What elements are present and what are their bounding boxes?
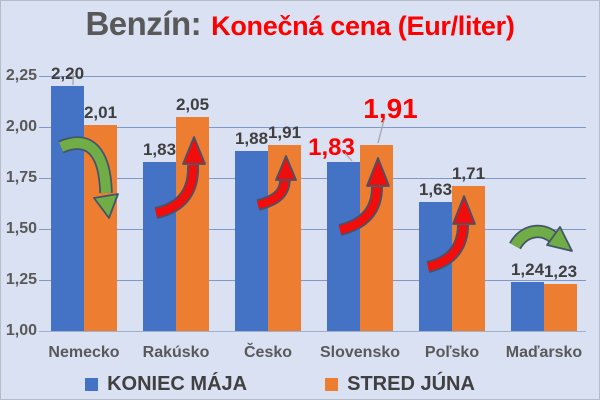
value-label-stred-juna-3: 1,91 — [363, 93, 418, 125]
title-prefix: Benzín: — [85, 5, 202, 42]
legend-item-koniec-maja: KONIEC MÁJA — [85, 373, 247, 396]
gridline — [39, 178, 586, 179]
bar-koniec-maja-4 — [419, 202, 452, 331]
y-tick-label: 2,25 — [5, 67, 37, 84]
bar-stred-juna-3 — [360, 145, 393, 331]
y-tick-label: 1,00 — [5, 322, 37, 339]
x-axis-label-4: Poľsko — [424, 344, 480, 361]
value-label-koniec-maja-1: 1,83 — [142, 139, 177, 159]
y-tick-label: 2,00 — [5, 118, 37, 135]
bar-stred-juna-1 — [176, 116, 209, 331]
value-label-koniec-maja-2: 1,88 — [234, 129, 269, 149]
bar-koniec-maja-5 — [511, 282, 544, 331]
x-axis-label-0: Nemecko — [48, 344, 120, 361]
legend-item-stred-juna: STRED JÚNA — [325, 373, 475, 396]
trend-arrow-slightly-down-5 — [509, 224, 573, 252]
bar-stred-juna-0 — [84, 124, 117, 331]
value-label-stred-juna-2: 1,91 — [267, 123, 302, 143]
gridline — [39, 331, 586, 332]
chart-title: Benzín: Konečná cena (Eur/liter) — [1, 5, 599, 43]
legend-label: KONIEC MÁJA — [107, 373, 248, 395]
bar-koniec-maja-0 — [51, 86, 84, 331]
value-label-stred-juna-4: 1,71 — [451, 164, 486, 184]
bar-koniec-maja-1 — [143, 161, 176, 331]
bar-stred-juna-2 — [268, 145, 301, 331]
gridline — [39, 229, 586, 230]
bar-koniec-maja-2 — [235, 151, 268, 331]
value-label-stred-juna-0: 2,01 — [83, 102, 118, 122]
x-axis-label-3: Slovensko — [319, 344, 401, 361]
bar-stred-juna-5 — [544, 284, 577, 331]
value-label-stred-juna-1: 2,05 — [175, 94, 210, 114]
value-label-koniec-maja-4: 1,63 — [418, 180, 453, 200]
legend-swatch — [85, 378, 99, 391]
title-main: Konečná cena (Eur/liter) — [211, 11, 515, 41]
gridline — [39, 76, 586, 77]
legend-swatch — [325, 378, 339, 391]
x-axis-label-1: Rakúsko — [142, 344, 210, 361]
x-axis-label-2: Česko — [243, 344, 293, 361]
bar-stred-juna-4 — [452, 186, 485, 331]
y-tick-label: 1,75 — [5, 169, 37, 186]
legend-label: STRED JÚNA — [347, 373, 475, 395]
y-tick-label: 1,25 — [5, 271, 37, 288]
legend: KONIEC MÁJA STRED JÚNA — [1, 373, 559, 396]
y-tick-label: 1,50 — [5, 220, 37, 237]
bar-koniec-maja-3 — [327, 161, 360, 331]
gridline — [39, 280, 586, 281]
gridline — [39, 127, 586, 128]
value-label-koniec-maja-0: 2,20 — [50, 64, 85, 84]
value-label-stred-juna-5: 1,23 — [543, 262, 578, 282]
value-label-koniec-maja-5: 1,24 — [510, 260, 545, 280]
x-axis-label-5: Maďarsko — [505, 344, 583, 361]
